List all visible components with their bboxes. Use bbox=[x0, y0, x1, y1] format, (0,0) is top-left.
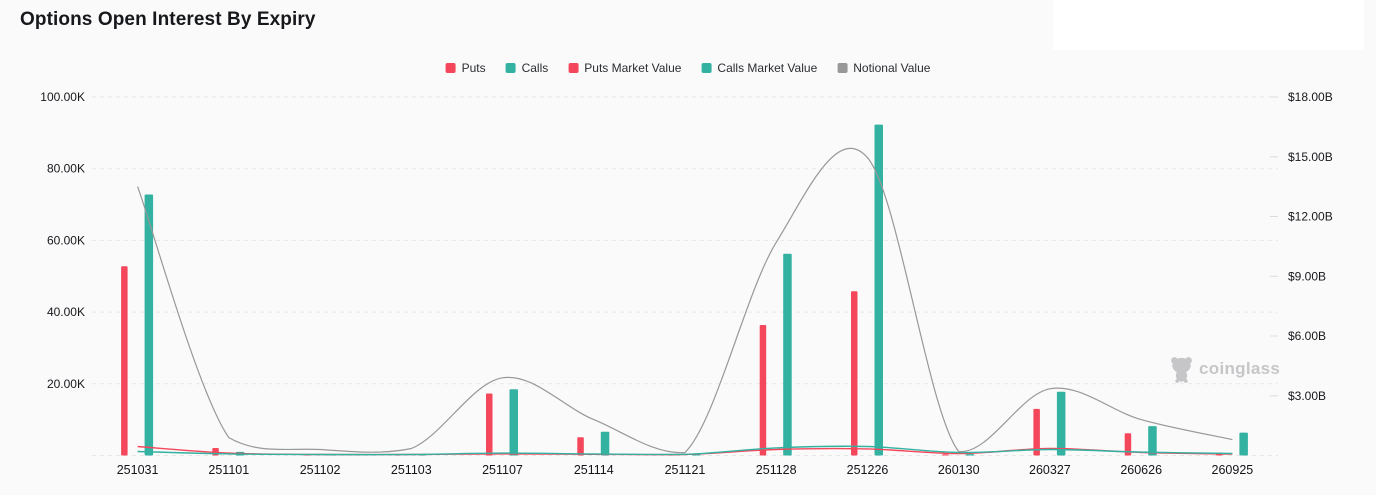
svg-text:260327: 260327 bbox=[1029, 463, 1071, 477]
legend-item-calls[interactable]: Calls bbox=[505, 61, 549, 75]
svg-text:260130: 260130 bbox=[938, 463, 980, 477]
header-overlay-panel bbox=[1053, 0, 1364, 50]
legend-swatch-icon bbox=[568, 63, 579, 73]
svg-text:$12.00B: $12.00B bbox=[1288, 210, 1333, 224]
grid-lines bbox=[92, 96, 1278, 456]
svg-text:251226: 251226 bbox=[847, 463, 889, 477]
svg-text:60.00K: 60.00K bbox=[47, 233, 85, 247]
svg-text:251121: 251121 bbox=[665, 463, 706, 477]
svg-text:251103: 251103 bbox=[391, 463, 432, 477]
svg-text:40.00K: 40.00K bbox=[47, 305, 85, 319]
svg-text:$3.00B: $3.00B bbox=[1288, 389, 1326, 403]
x-axis-labels: 251031 251101 251102 251103 251107 251114 2511… bbox=[117, 463, 1254, 477]
coinglass-watermark: coinglass bbox=[1170, 354, 1280, 384]
legend-label: Notional Value bbox=[853, 61, 931, 75]
svg-text:80.00K: 80.00K bbox=[47, 162, 85, 176]
legend-swatch-icon bbox=[701, 63, 712, 73]
svg-text:251031: 251031 bbox=[117, 463, 159, 477]
legend: Puts Calls Puts Market Value Calls Market V… bbox=[445, 61, 930, 75]
legend-item-calls-market-value[interactable]: Calls Market Value bbox=[701, 61, 817, 75]
line-puts-market-value bbox=[137, 445, 1233, 456]
legend-label: Calls Market Value bbox=[717, 61, 818, 75]
svg-text:$18.00B: $18.00B bbox=[1288, 90, 1333, 104]
legend-swatch-icon bbox=[445, 63, 456, 73]
y-axis-right-ticks bbox=[1270, 96, 1278, 397]
svg-text:251101: 251101 bbox=[208, 463, 249, 477]
legend-label: Calls bbox=[521, 61, 549, 75]
svg-text:260626: 260626 bbox=[1120, 463, 1162, 477]
chart-title: Options Open Interest By Expiry bbox=[20, 9, 316, 30]
legend-label: Puts Market Value bbox=[584, 61, 682, 75]
y-axis-right-labels: $3.00B $6.00B $9.00B $12.00B $15.00B $18.00B bbox=[1288, 90, 1333, 403]
svg-text:251107: 251107 bbox=[482, 463, 523, 477]
legend-item-puts-market-value[interactable]: Puts Market Value bbox=[568, 61, 681, 75]
legend-item-notional-value[interactable]: Notional Value bbox=[837, 61, 930, 75]
svg-text:$6.00B: $6.00B bbox=[1288, 329, 1326, 343]
svg-text:251128: 251128 bbox=[756, 463, 797, 477]
legend-swatch-icon bbox=[837, 63, 848, 73]
line-notional-value bbox=[137, 147, 1233, 454]
legend-swatch-icon bbox=[505, 63, 516, 73]
coinglass-bear-icon bbox=[1171, 356, 1192, 383]
svg-text:20.00K: 20.00K bbox=[47, 377, 85, 391]
svg-text:260925: 260925 bbox=[1212, 463, 1254, 477]
svg-text:100.00K: 100.00K bbox=[40, 90, 85, 104]
bars-calls bbox=[144, 124, 1248, 456]
svg-text:$15.00B: $15.00B bbox=[1288, 150, 1333, 164]
bars-puts bbox=[121, 266, 1223, 456]
legend-item-puts[interactable]: Puts bbox=[445, 61, 486, 75]
coinglass-watermark-text: coinglass bbox=[1199, 359, 1281, 378]
svg-text:$9.00B: $9.00B bbox=[1288, 269, 1326, 283]
y-axis-left-labels: 20.00K 40.00K 60.00K 80.00K 100.00K bbox=[40, 90, 85, 391]
svg-text:251114: 251114 bbox=[574, 463, 614, 477]
svg-text:251102: 251102 bbox=[300, 463, 341, 477]
line-calls-market-value bbox=[137, 445, 1233, 456]
legend-label: Puts bbox=[461, 61, 486, 75]
